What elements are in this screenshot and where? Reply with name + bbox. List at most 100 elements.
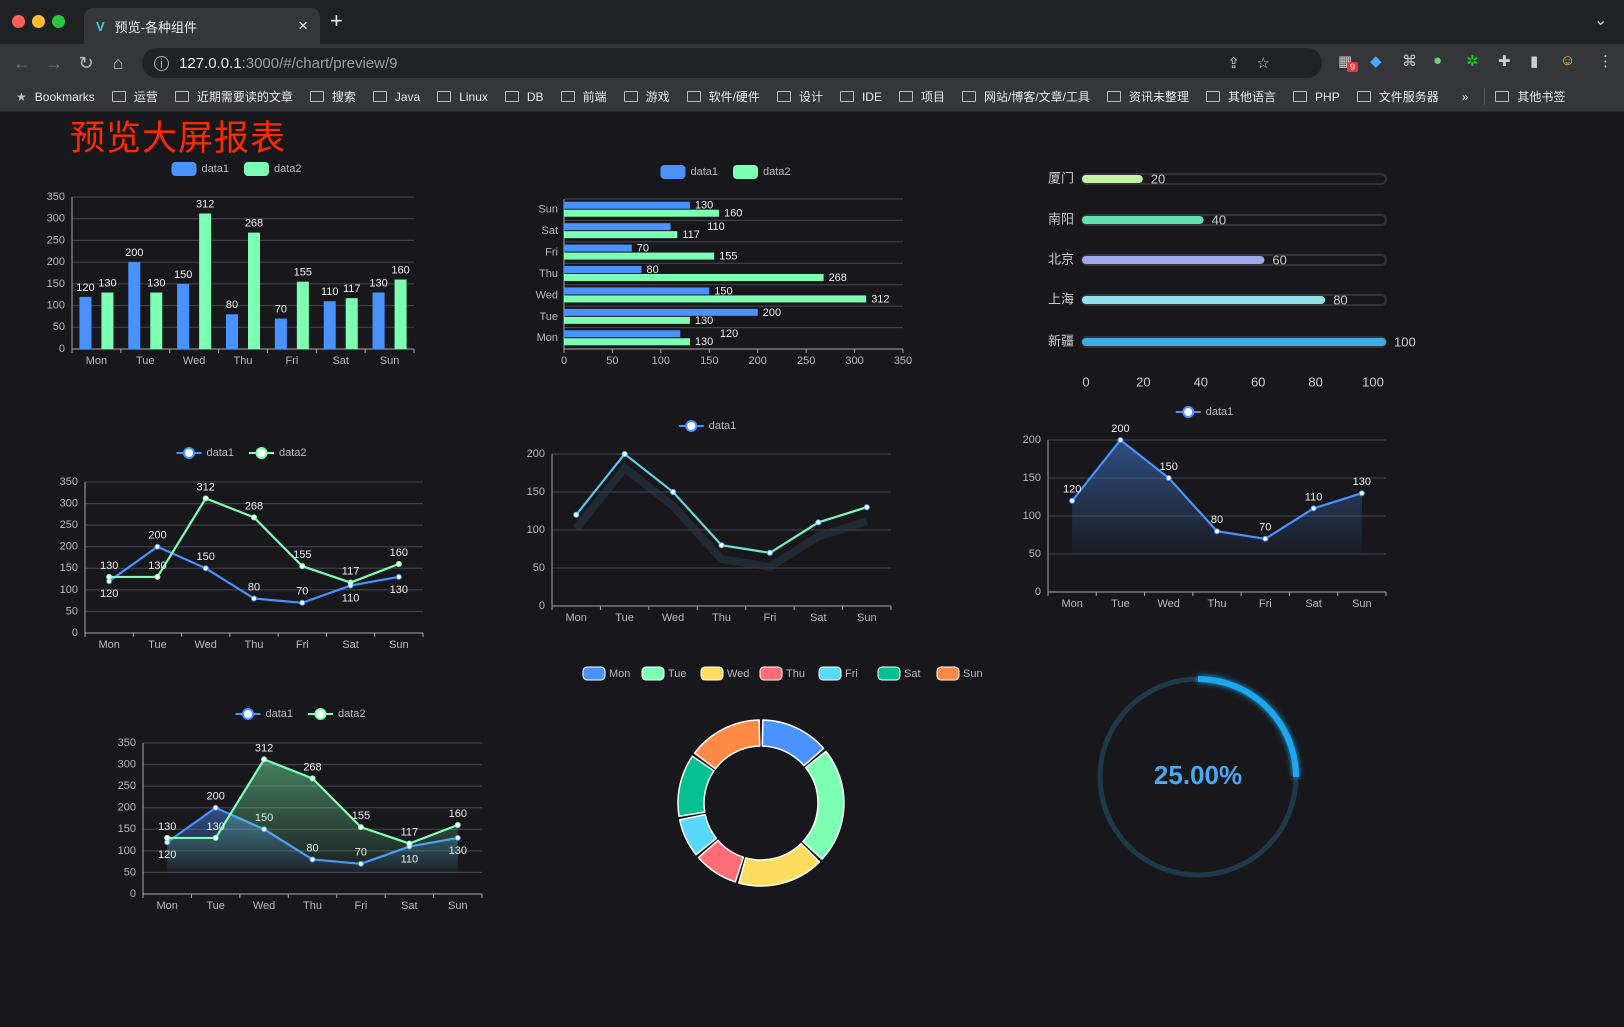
point-value-label: 110 xyxy=(342,592,360,604)
menu-dots-icon[interactable]: ⋮ xyxy=(1598,53,1613,70)
bookmark-label: 其他语言 xyxy=(1228,90,1277,104)
gauge-progress-arc xyxy=(1197,676,1299,778)
extension-grid-icon[interactable]: ▦ 9 xyxy=(1338,52,1359,72)
page-title: 预览大屏报表 xyxy=(70,119,287,158)
command-extension-icon[interactable]: ⌘ xyxy=(1402,53,1417,70)
bookmarks-button[interactable]: ★ Bookmarks xyxy=(16,90,95,104)
back-arrow-icon[interactable]: ← xyxy=(13,52,31,73)
x-tick-label: Sun xyxy=(448,900,468,912)
share-icon[interactable]: ⇪ xyxy=(1227,55,1240,72)
browser-tab[interactable]: V 预览-各种组件 × xyxy=(84,8,320,44)
bar xyxy=(564,266,642,273)
profile-avatar[interactable]: ☺ xyxy=(1560,52,1576,69)
bookmark-folder[interactable]: IDE xyxy=(839,88,882,105)
folder-icon xyxy=(686,91,701,102)
legend-swatch-icon xyxy=(244,162,269,176)
legend-item-data2[interactable]: data2 xyxy=(733,165,791,179)
bookmark-label: PHP xyxy=(1315,89,1340,104)
bookmark-folder[interactable]: 软件/硬件 xyxy=(686,88,760,105)
data-point xyxy=(670,489,677,495)
bookmark-folder[interactable]: 网站/博客/文章/工具 xyxy=(961,88,1090,105)
bookmark-folder[interactable]: 游戏 xyxy=(623,88,670,105)
bookmark-folder[interactable]: 文件服务器 xyxy=(1356,88,1439,105)
circle-extension-icon[interactable]: ● xyxy=(1433,52,1443,69)
legend-item-data2[interactable]: data2 xyxy=(308,708,366,720)
legend-item-data1[interactable]: data1 xyxy=(1175,406,1234,418)
y-tick-label: 150 xyxy=(60,562,78,574)
bookmark-folder[interactable]: 运营 xyxy=(111,88,158,105)
diamond-extension-icon[interactable]: ◆ xyxy=(1370,53,1382,70)
bookmark-folder[interactable]: 资讯未整理 xyxy=(1107,88,1189,105)
legend-item-Wed[interactable]: Wed xyxy=(700,666,749,681)
legend-item-data1[interactable]: data1 xyxy=(235,708,294,720)
legend-item-Thu[interactable]: Thu xyxy=(759,666,805,681)
bookmark-folder[interactable]: Java xyxy=(372,88,420,105)
y-tick-label: 50 xyxy=(124,866,136,878)
legend-item-Fri[interactable]: Fri xyxy=(818,666,858,681)
y-tick-label: Sat xyxy=(541,225,558,237)
legend-item-data2[interactable]: data2 xyxy=(249,447,307,459)
home-icon[interactable]: ⌂ xyxy=(112,52,124,73)
donut-slice-Wed xyxy=(738,842,821,887)
bookmark-folder[interactable]: 近期需要读的文章 xyxy=(174,88,293,105)
forward-arrow-icon[interactable]: → xyxy=(45,52,63,73)
new-tab-button[interactable]: + xyxy=(330,8,343,33)
other-bookmarks-folder[interactable]: 其他书签 xyxy=(1484,88,1565,105)
bar xyxy=(345,298,358,349)
legend-item-data1[interactable]: data1 xyxy=(678,420,737,432)
legend-item-Sat[interactable]: Sat xyxy=(877,666,921,681)
close-window-button[interactable] xyxy=(12,15,25,28)
bookmark-folder[interactable]: 其他语言 xyxy=(1206,88,1276,105)
puzzle-extensions-icon[interactable]: ✚ xyxy=(1498,53,1511,70)
folder-icon xyxy=(623,91,638,102)
donut-slice-Sat xyxy=(677,755,715,817)
progress-bar-chart: 厦门 20 南阳 40 北京 60 上海 80 新疆 100 0 20 40 60 80 100 xyxy=(1048,170,1416,389)
side-panel-icon[interactable]: ▮ xyxy=(1530,53,1539,70)
more-bookmarks-button[interactable]: » xyxy=(1461,89,1469,104)
bookmark-label: Linux xyxy=(459,89,488,104)
point-value-label: 130 xyxy=(1353,476,1371,488)
point-value-label: 268 xyxy=(303,761,321,773)
bookmark-folder[interactable]: Linux xyxy=(437,88,488,105)
bookmark-folder[interactable]: 搜索 xyxy=(309,88,356,105)
point-value-label: 155 xyxy=(352,810,370,822)
data-point xyxy=(202,495,209,502)
legend-item-data2[interactable]: data2 xyxy=(244,162,302,176)
bookmark-folder[interactable]: 设计 xyxy=(776,88,823,105)
star-extension-icon[interactable]: ✲ xyxy=(1466,53,1479,70)
legend-item-data1[interactable]: data1 xyxy=(171,162,230,176)
legend-item-Mon[interactable]: Mon xyxy=(582,666,630,681)
x-tick-label: 250 xyxy=(797,355,815,367)
bookmark-folder[interactable]: DB xyxy=(504,88,544,105)
legend-item-Sun[interactable]: Sun xyxy=(936,666,983,681)
bookmark-folder[interactable]: 项目 xyxy=(898,88,945,105)
site-info-icon[interactable]: i xyxy=(154,55,169,71)
tab-close-icon[interactable]: × xyxy=(298,16,308,35)
y-tick-label: 50 xyxy=(1029,548,1041,560)
folder-icon xyxy=(1356,91,1371,102)
bookmark-label: 搜索 xyxy=(331,90,356,104)
progress-value-label: 100 xyxy=(1394,334,1416,349)
bookmark-label: 前端 xyxy=(582,90,607,104)
legend-item-Tue[interactable]: Tue xyxy=(641,666,687,681)
legend-item-data1[interactable]: data1 xyxy=(660,165,719,179)
y-tick-label: 100 xyxy=(60,584,78,596)
data-point xyxy=(1358,490,1365,497)
folder-icon xyxy=(776,91,791,102)
data-point xyxy=(154,573,161,580)
folder-icon xyxy=(1206,91,1221,102)
bookmark-folder[interactable]: 前端 xyxy=(560,88,607,105)
legend-label: data1 xyxy=(1206,406,1234,418)
tab-list-chevron-icon[interactable]: ⌄ xyxy=(1594,12,1608,29)
y-tick-label: 150 xyxy=(1023,472,1041,484)
bookmark-star-icon[interactable]: ☆ xyxy=(1256,55,1270,72)
maximize-window-button[interactable] xyxy=(52,15,65,28)
legend-item-data1[interactable]: data1 xyxy=(176,447,235,459)
bookmark-label: 资讯未整理 xyxy=(1129,90,1190,104)
reload-icon[interactable]: ↻ xyxy=(78,52,94,73)
bookmark-folder[interactable]: PHP xyxy=(1293,88,1340,105)
x-tick-label: Fri xyxy=(355,900,368,912)
minimize-window-button[interactable] xyxy=(32,15,45,28)
address-bar[interactable]: i 127.0.0.1:3000/#/chart/preview/9 ⇪ ☆ xyxy=(142,48,1322,78)
x-tick-label: Thu xyxy=(1208,598,1227,610)
